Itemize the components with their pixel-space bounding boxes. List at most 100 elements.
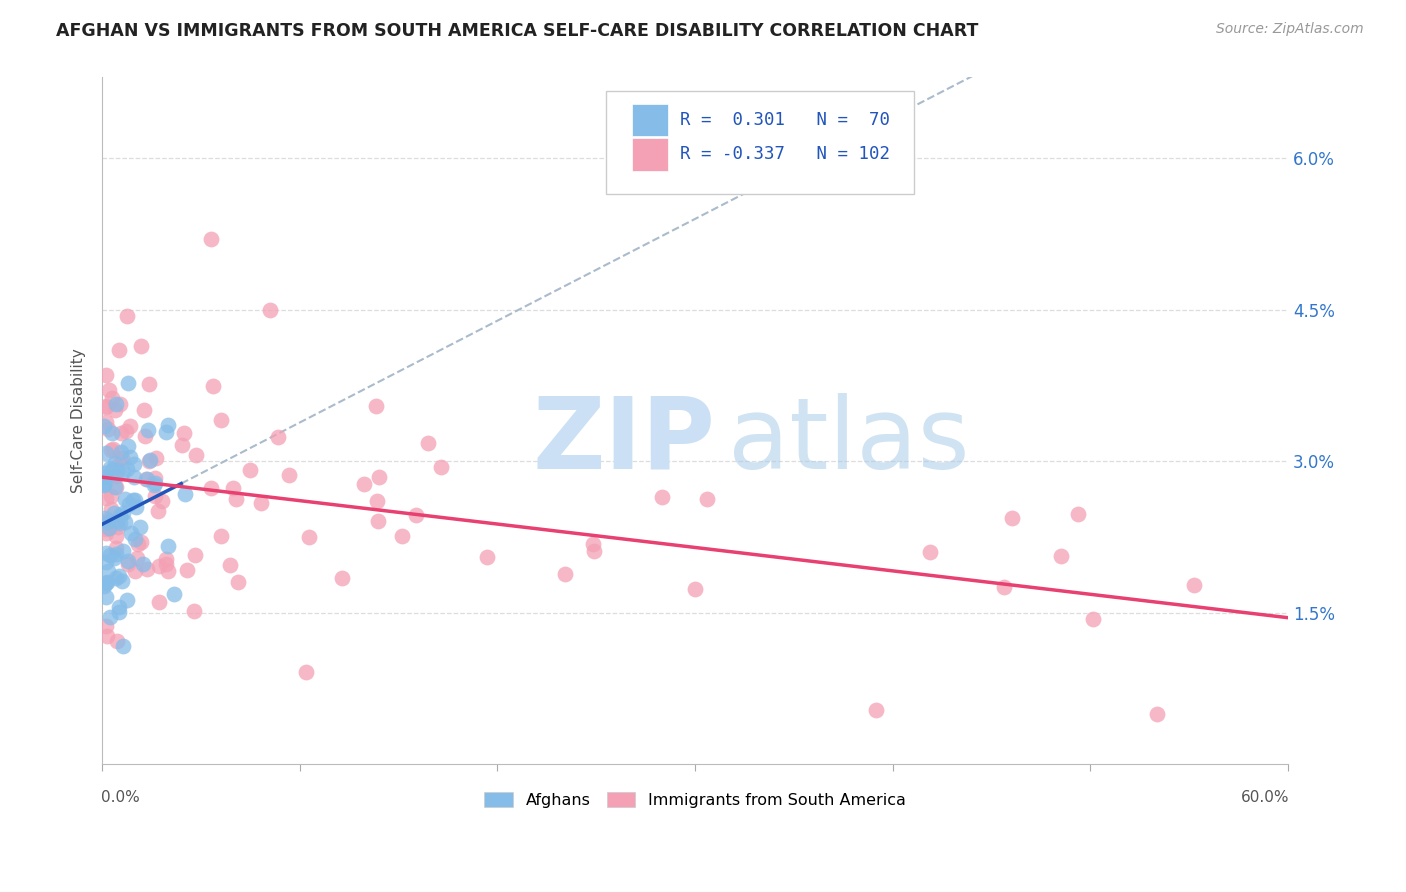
Point	[174, 487, 197, 501]
Point	[183, 604, 205, 618]
Point	[143, 489, 166, 503]
Point	[115, 310, 138, 324]
Point	[110, 452, 132, 467]
Point	[277, 467, 299, 482]
Point	[96, 522, 118, 536]
Point	[157, 418, 180, 433]
Point	[353, 476, 375, 491]
Point	[696, 491, 718, 506]
Point	[367, 514, 389, 528]
Point	[101, 463, 124, 477]
FancyBboxPatch shape	[606, 91, 914, 194]
Point	[209, 412, 232, 426]
Point	[98, 521, 121, 535]
Point	[104, 571, 127, 585]
Point	[112, 544, 135, 558]
Point	[117, 439, 139, 453]
Point	[97, 384, 120, 398]
Point	[138, 454, 160, 468]
Point	[104, 456, 127, 470]
Point	[143, 471, 166, 485]
Point	[259, 302, 281, 317]
Point	[127, 536, 149, 550]
Point	[918, 544, 941, 558]
Point	[117, 557, 139, 571]
Point	[183, 548, 205, 562]
Point	[157, 564, 180, 578]
Text: R = -0.337   N = 102: R = -0.337 N = 102	[679, 145, 890, 163]
Point	[134, 428, 156, 442]
Point	[115, 424, 138, 438]
Point	[138, 423, 160, 437]
Point	[93, 418, 115, 433]
Point	[108, 343, 131, 358]
Point	[651, 490, 673, 504]
Point	[135, 472, 157, 486]
Point	[96, 525, 118, 540]
Point	[266, 430, 288, 444]
Point	[107, 520, 129, 534]
Point	[96, 574, 118, 589]
Point	[330, 571, 353, 585]
Point	[202, 379, 225, 393]
Text: ZIP: ZIP	[533, 392, 716, 490]
Point	[110, 445, 132, 459]
Point	[108, 569, 131, 583]
Point	[93, 472, 115, 486]
FancyBboxPatch shape	[633, 103, 668, 136]
Point	[125, 500, 148, 514]
Point	[148, 558, 170, 573]
Point	[200, 232, 222, 246]
Point	[105, 514, 128, 528]
Point	[103, 442, 125, 457]
Point	[111, 465, 134, 479]
Point	[475, 550, 498, 565]
Point	[108, 397, 131, 411]
Point	[221, 481, 243, 495]
Point	[184, 448, 207, 462]
Point	[1001, 511, 1024, 525]
Point	[145, 451, 167, 466]
Point	[96, 513, 118, 527]
Point	[104, 480, 127, 494]
Point	[98, 609, 121, 624]
Point	[108, 605, 131, 619]
Point	[416, 435, 439, 450]
Point	[115, 462, 138, 476]
Point	[96, 445, 118, 459]
Point	[96, 368, 118, 382]
Point	[405, 508, 427, 523]
Point	[103, 551, 125, 566]
Point	[132, 557, 155, 571]
Point	[134, 403, 156, 417]
Point	[97, 421, 120, 435]
Point	[122, 493, 145, 508]
Point	[155, 558, 177, 572]
Point	[96, 399, 118, 413]
Point	[118, 497, 141, 511]
Point	[583, 543, 606, 558]
Point	[366, 494, 388, 508]
Point	[170, 438, 193, 452]
Point	[114, 515, 136, 529]
Point	[104, 397, 127, 411]
Point	[209, 529, 232, 543]
Point	[112, 639, 135, 653]
Point	[366, 399, 388, 413]
Legend: Afghans, Immigrants from South America: Afghans, Immigrants from South America	[478, 786, 912, 814]
Point	[157, 539, 180, 553]
Point	[115, 593, 138, 607]
Point	[96, 491, 118, 505]
Point	[98, 461, 121, 475]
FancyBboxPatch shape	[633, 138, 668, 171]
Point	[138, 377, 160, 392]
Point	[93, 579, 115, 593]
Point	[391, 529, 413, 543]
Point	[98, 548, 121, 562]
Point	[97, 564, 120, 578]
Point	[96, 619, 118, 633]
Point	[139, 453, 162, 467]
Point	[93, 478, 115, 492]
Point	[865, 703, 887, 717]
Point	[96, 629, 118, 643]
